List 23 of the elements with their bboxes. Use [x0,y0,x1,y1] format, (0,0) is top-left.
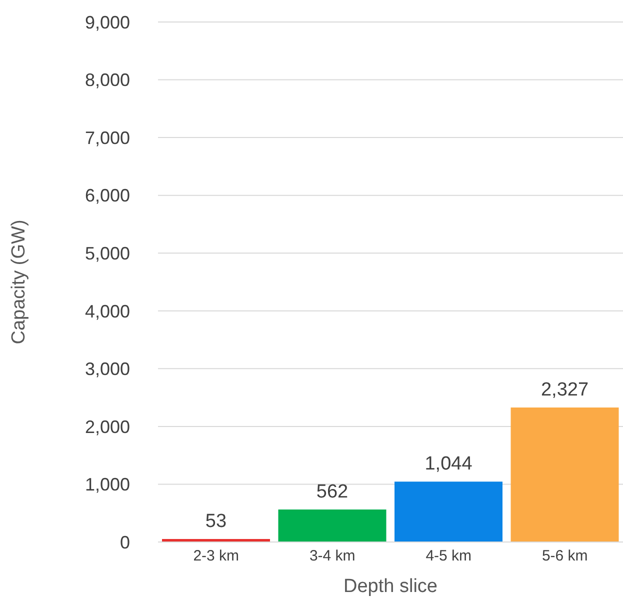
y-tick-label: 9,000 [84,12,130,32]
data-label: 1,044 [424,454,473,475]
data-label: 562 [316,482,348,503]
y-tick-label: 0 [120,532,130,552]
bar [394,482,502,542]
data-label: 53 [205,510,227,532]
y-tick-label: 7,000 [84,128,130,148]
y-tick-label: 1,000 [84,474,130,495]
data-label: 2,327 [540,380,589,401]
y-tick-label: 2,000 [84,416,130,437]
bar [278,510,386,542]
y-tick-label: 5,000 [84,244,130,264]
x-tick-label: 4-5 km [426,548,472,565]
x-tick-label: 3-4 km [309,548,356,565]
y-tick-label: 4,000 [84,301,130,322]
y-tick-label: 8,000 [84,70,130,90]
x-axis-title: Depth slice [344,576,438,597]
x-tick-label: 5-6 km [542,548,588,565]
bar [510,408,619,542]
x-tick-label: 2-3 km [193,548,240,565]
y-tick-label: 6,000 [84,186,130,206]
y-axis-title: Capacity (GW) [8,220,30,344]
y-tick-label: 3,000 [84,359,130,380]
